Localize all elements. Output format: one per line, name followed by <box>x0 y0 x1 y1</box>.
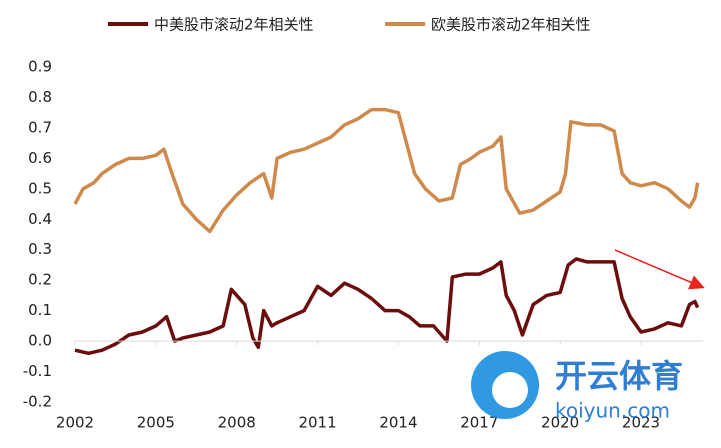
y-tick-label: 0.6 <box>28 149 52 167</box>
y-tick-label: 0.7 <box>28 118 52 136</box>
y-tick-label: 0.0 <box>28 332 52 350</box>
y-tick-label: 0.4 <box>28 210 52 228</box>
x-tick-label: 2020 <box>541 414 579 432</box>
y-tick-label: 0.2 <box>28 271 52 289</box>
x-tick-label: 2014 <box>379 414 417 432</box>
x-tick-label: 2008 <box>218 414 256 432</box>
legend-label: 欧美股市滚动2年相关性 <box>431 16 591 34</box>
y-tick-label: 0.9 <box>28 58 52 76</box>
watermark-url: koiyun.com <box>555 399 670 423</box>
y-tick-label: 0.1 <box>28 301 52 319</box>
watermark: 开云体育 koiyun.com <box>471 351 683 423</box>
y-tick-label: 0.5 <box>28 179 52 197</box>
y-tick-label: -0.1 <box>23 362 52 380</box>
trend-arrow <box>614 249 705 290</box>
y-tick-label: 0.3 <box>28 240 52 258</box>
watermark-name: 开云体育 <box>555 357 683 395</box>
x-tick-label: 2002 <box>56 414 94 432</box>
line <box>73 107 700 234</box>
y-tick-label: -0.2 <box>23 393 52 411</box>
x-tick-label: 2017 <box>460 414 498 432</box>
x-tick-label: 2011 <box>298 414 336 432</box>
legend-label: 中美股市滚动2年相关性 <box>154 16 314 34</box>
x-tick-label: 2023 <box>622 414 660 432</box>
y-tick-label: 0.8 <box>28 88 52 106</box>
x-tick-label: 2005 <box>137 414 175 432</box>
logo-ball <box>492 372 528 408</box>
line <box>74 257 700 356</box>
